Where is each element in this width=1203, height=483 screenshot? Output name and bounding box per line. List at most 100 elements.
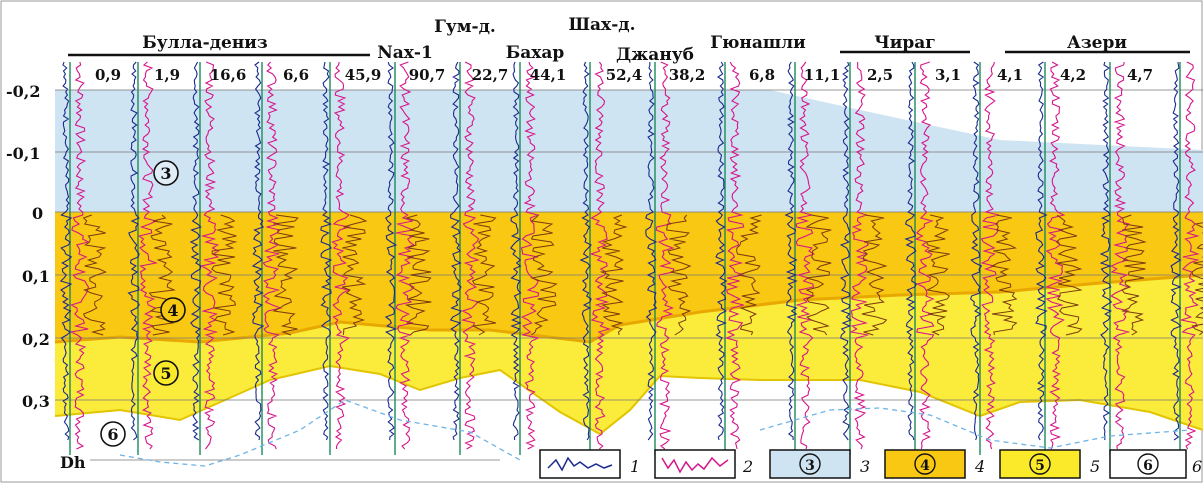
field-label: Джануб [616, 45, 694, 65]
log-curve [599, 214, 628, 336]
log-curve [189, 61, 202, 441]
depth-tick: 0,3 [22, 392, 50, 411]
log-curve [861, 214, 888, 336]
log-curve [395, 61, 415, 450]
zone-label-3: 3 [153, 160, 179, 186]
log-curve [1034, 61, 1048, 441]
well-label: 16,6 [210, 66, 247, 84]
log-curve [520, 61, 541, 450]
log-curve [655, 61, 675, 450]
log-curve [272, 214, 299, 336]
log-curve [530, 214, 558, 336]
svg-text:5: 5 [1035, 458, 1045, 474]
log-curve [199, 61, 220, 450]
correlation-line [119, 399, 521, 467]
log-curve [82, 214, 107, 336]
legend-item-2: 2 [654, 449, 753, 479]
field-label: Бахар [506, 43, 565, 63]
log-curve [1170, 61, 1182, 441]
log-curve [579, 61, 592, 441]
log-curve [320, 61, 333, 441]
well-label: 52,4 [606, 66, 643, 84]
well-label: 0,9 [95, 66, 121, 84]
log-curve [69, 61, 90, 450]
zone-label-5: 5 [153, 360, 179, 386]
svg-text:1: 1 [630, 457, 640, 476]
well-label: 90,7 [409, 66, 446, 84]
svg-text:6: 6 [107, 425, 118, 444]
svg-text:6: 6 [1143, 458, 1153, 474]
zone-label-4: 4 [160, 297, 186, 323]
well-label: 3,1 [935, 66, 961, 84]
log-curve [980, 61, 1000, 450]
legend-item-3: 3 3 [769, 449, 870, 479]
zone-label-6: 6 [100, 421, 126, 447]
log-curve [251, 61, 265, 441]
log-curve [795, 61, 816, 450]
svg-text:3: 3 [860, 457, 870, 476]
field-label: Азери [1067, 33, 1127, 53]
log-curve [990, 214, 1018, 336]
log-curve [1191, 222, 1203, 336]
log-curve [849, 61, 869, 450]
log-curve [589, 61, 611, 450]
legend-item-6: 6 6 [1109, 449, 1202, 479]
well-label: 4,1 [997, 66, 1023, 84]
depth-tick: 0 [32, 204, 43, 223]
well-label: 4,2 [1060, 66, 1086, 84]
zone-4 [55, 212, 1203, 342]
well-label: 45,9 [345, 66, 382, 84]
field-label: Чираг [874, 33, 935, 53]
log-curve [805, 214, 832, 336]
log-curve [137, 61, 158, 450]
log-curve [736, 214, 762, 336]
well-logs [59, 61, 1203, 467]
log-curve [1121, 214, 1147, 336]
field-label: Гум-д. [434, 17, 496, 37]
depth-axis-bottom-label: Dh [60, 453, 86, 472]
log-curve [262, 61, 283, 450]
log-curve [341, 214, 368, 336]
svg-text:2: 2 [742, 457, 753, 476]
well-label: 2,5 [867, 66, 893, 84]
zone-3 [55, 90, 1203, 212]
log-curve [460, 61, 480, 450]
log-curve [1055, 214, 1083, 336]
depth-tick: -0,2 [6, 82, 40, 101]
log-curve [784, 61, 798, 440]
svg-text:5: 5 [1090, 457, 1100, 476]
log-curve [914, 61, 935, 450]
log-curve [925, 214, 950, 336]
well-label: 38,2 [669, 66, 706, 84]
log-curve [404, 214, 432, 336]
log-curve [1179, 61, 1200, 450]
log-curve [211, 214, 238, 336]
log-curve [384, 61, 398, 441]
svg-text:4: 4 [167, 301, 178, 320]
log-curve [510, 61, 522, 441]
well-label: 6,6 [283, 66, 309, 84]
svg-text:4: 4 [974, 457, 985, 476]
zone-boundary-5-6 [54, 364, 1203, 436]
well-label: 44,1 [530, 66, 567, 84]
legend-item-4: 4 4 [884, 449, 985, 479]
curve-magenta-icon [661, 456, 729, 474]
log-curve [449, 61, 463, 441]
legend: 1 2 3 3 4 4 5 5 6 6 [539, 449, 1202, 479]
depth-tick: -0,1 [6, 144, 40, 163]
svg-text:5: 5 [160, 364, 171, 383]
well-label: 4,7 [1127, 66, 1153, 84]
field-label: Шах-д. [568, 15, 635, 35]
log-curve [127, 61, 140, 441]
legend-item-5: 5 5 [999, 449, 1100, 479]
field-label: Булла-дениз [142, 33, 268, 53]
log-curve [724, 61, 746, 450]
log-curve [331, 61, 351, 450]
svg-text:3: 3 [160, 164, 171, 183]
log-curve [1045, 61, 1066, 450]
svg-text:6: 6 [1192, 457, 1202, 476]
log-curve [714, 61, 728, 441]
legend-item-1: 1 [539, 449, 640, 479]
